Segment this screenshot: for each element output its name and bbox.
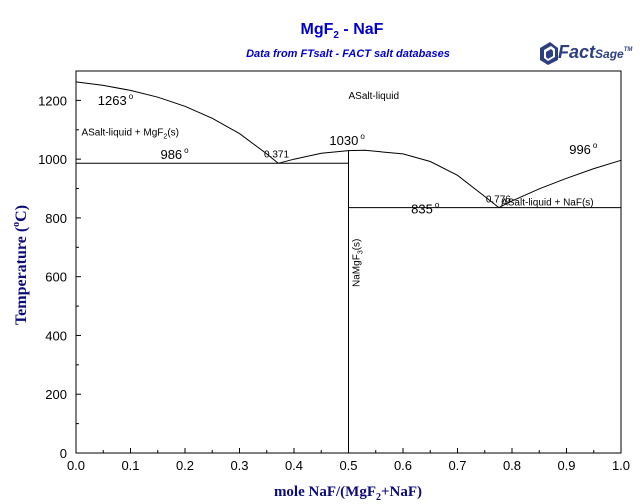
- y-tick-label: 200: [45, 387, 67, 402]
- y-tick-label: 600: [45, 270, 67, 285]
- chart-title: MgF2 - NaF: [301, 21, 384, 41]
- annotation-label: ASalt-liquid: [349, 91, 400, 102]
- tick-labels: 0.0 0.1 0.2 0.3 0.4 0.5 0.6 0.7 0.8 0.9 1.0 0 200 400…: [38, 93, 630, 473]
- logo-word-sage: Sage: [595, 47, 624, 61]
- title-subscript: 2: [333, 30, 339, 41]
- x-axis-label: mole NaF/(MgF2+NaF): [274, 484, 422, 503]
- x-tick-label: 0.6: [394, 458, 412, 473]
- y-tick-label: 800: [45, 211, 67, 226]
- x-tick-label: 0.4: [285, 458, 303, 473]
- phase-boundaries: [75, 81, 622, 453]
- annotation-label: 0.776: [486, 195, 511, 206]
- x-tick-label: 0.5: [339, 458, 357, 473]
- y-tick-label: 1000: [38, 152, 67, 167]
- annotations: 1263 o ASalt-liquid ASalt-liquid + MgF2(s) 0…: [81, 91, 597, 287]
- x-tick-label: 0.0: [67, 458, 85, 473]
- annotation-label: 835 o: [411, 201, 440, 217]
- phase-boundary-line: [75, 81, 279, 164]
- annotation-label: ASalt-liquid + NaF(s): [501, 198, 594, 209]
- factsage-mark-icon: [540, 42, 558, 65]
- x-tick-label: 0.7: [448, 458, 466, 473]
- logo-word-fact: Fact: [558, 42, 596, 62]
- x-tick-label: 0.9: [557, 458, 575, 473]
- y-tick-label: 400: [45, 328, 67, 343]
- x-tick-label: 0.2: [176, 458, 194, 473]
- annotation-label: 996 o: [569, 141, 598, 157]
- annotation-label: ASalt-liquid + MgF2(s): [81, 128, 179, 141]
- annotation-label: 1263 o: [98, 92, 134, 108]
- y-tick-label: 0: [60, 446, 67, 461]
- logo-tm: TM: [623, 47, 633, 53]
- x-tick-label: 0.1: [121, 458, 139, 473]
- annotation-label: 0.371: [264, 150, 289, 161]
- vertical-compound-label: NaMgF3(s): [352, 239, 365, 287]
- factsage-logo: FactSageTM: [538, 38, 634, 72]
- x-tick-label: 1.0: [612, 458, 630, 473]
- annotation-label: 1030 o: [329, 132, 365, 148]
- x-tick-label: 0.8: [503, 458, 521, 473]
- x-tick-label: 0.3: [230, 458, 248, 473]
- chart-subtitle: Data from FTsalt - FACT salt databases: [246, 48, 450, 60]
- phase-boundary-line: [278, 149, 500, 208]
- annotation-label: 986 o: [160, 146, 189, 162]
- phase-boundary-line: [498, 159, 622, 209]
- y-tick-label: 1200: [38, 93, 67, 108]
- y-axis-label: Temperature (oC): [11, 205, 30, 325]
